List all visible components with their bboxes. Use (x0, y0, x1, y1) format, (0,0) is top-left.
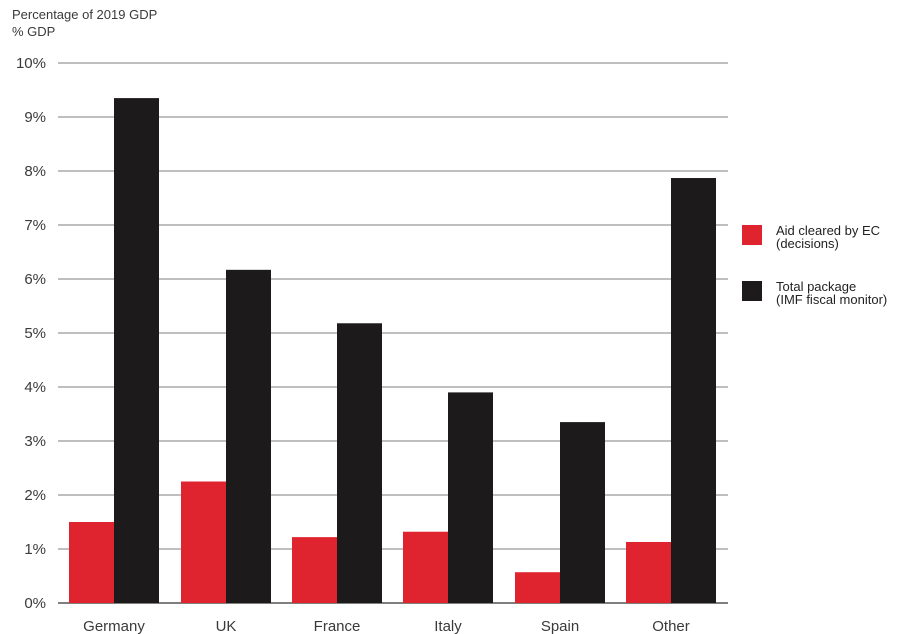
legend-swatch (742, 281, 762, 301)
x-tick-label: Italy (434, 618, 462, 634)
y-tick-label: 7% (24, 217, 46, 234)
legend-label: (IMF fiscal monitor) (776, 292, 887, 307)
legend-label: Aid cleared by EC (776, 223, 880, 238)
x-tick-label: UK (216, 618, 237, 634)
y-tick-label: 5% (24, 325, 46, 342)
x-tick-label: Spain (541, 618, 579, 634)
bar-total-other (671, 178, 716, 603)
y-tick-label: 6% (24, 271, 46, 288)
bar-total-italy (448, 392, 493, 603)
legend-label: Total package (776, 279, 856, 294)
y-tick-label: 2% (24, 487, 46, 504)
bar-aid-spain (515, 572, 560, 603)
bar-aid-germany (69, 522, 114, 603)
bar-total-uk (226, 269, 271, 603)
x-tick-label: Germany (83, 618, 145, 634)
y-tick-label: 9% (24, 109, 46, 126)
bar-total-germany (114, 98, 159, 603)
y-tick-label: 8% (24, 163, 46, 180)
x-tick-label: France (314, 618, 361, 634)
bar-aid-italy (403, 531, 448, 603)
chart-title: Percentage of 2019 GDP (12, 7, 158, 22)
bar-aid-other (626, 541, 671, 603)
x-tick-label: Other (652, 618, 690, 634)
y-tick-label: 4% (24, 379, 46, 396)
bar-aid-france (292, 537, 337, 603)
y-axis-label: % GDP (12, 24, 56, 39)
legend-swatch (742, 225, 762, 245)
legend-label: (decisions) (776, 236, 839, 251)
y-tick-label: 3% (24, 433, 46, 450)
y-tick-label: 10% (16, 55, 46, 72)
y-tick-label: 1% (24, 541, 46, 558)
y-tick-label: 0% (24, 595, 46, 612)
bar-total-spain (560, 422, 605, 603)
bar-aid-uk (181, 481, 226, 603)
bar-total-france (337, 323, 382, 603)
